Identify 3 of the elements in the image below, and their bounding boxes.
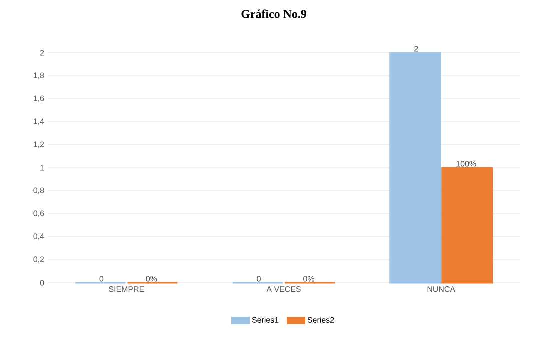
- bar: [442, 167, 494, 284]
- bar: [390, 52, 442, 284]
- chart-title: Gráfico No.9: [242, 10, 306, 18]
